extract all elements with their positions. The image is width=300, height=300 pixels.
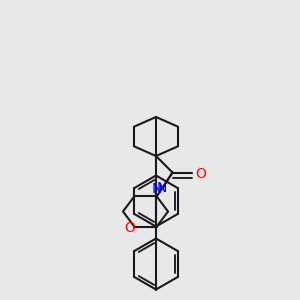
Text: O: O xyxy=(124,221,136,235)
Text: N: N xyxy=(157,182,167,195)
Text: N: N xyxy=(152,182,162,196)
Text: O: O xyxy=(196,167,206,181)
